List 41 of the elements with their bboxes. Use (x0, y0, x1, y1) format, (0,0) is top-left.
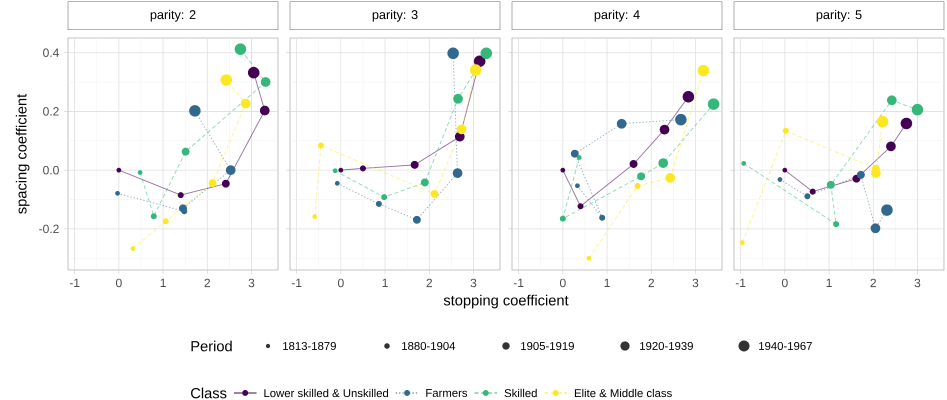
x-tick-label: 1 (604, 278, 610, 287)
x-tick-label: 3 (914, 278, 920, 288)
text: Period (191, 340, 232, 352)
y-tick-label: 0.0 (43, 166, 59, 174)
chart-title: parity: 5 (816, 10, 862, 22)
x-tick-label: -1 (514, 278, 524, 287)
legend-label: 1905-1919 (521, 342, 574, 350)
x-tick-label: 3 (470, 278, 476, 288)
legend-label: 1920-1939 (640, 342, 693, 350)
legend-label: Elite & Middle class (574, 388, 672, 398)
x-tick-label: 1 (160, 278, 166, 287)
legend-label: Skilled (504, 388, 537, 398)
x-tick-label: 0 (338, 278, 344, 288)
y-tick-label: -0.2 (39, 224, 59, 234)
x-tick-label: 2 (870, 278, 876, 288)
x-tick-label: 3 (248, 278, 254, 288)
legend-title: Class (191, 388, 226, 398)
legend-label: 1940-1967 (759, 342, 812, 350)
x-tick-label: -1 (70, 278, 80, 287)
x-tick-label: 2 (426, 278, 432, 288)
legend-label: Farmers (426, 389, 468, 397)
chart-title: parity: 4 (594, 10, 640, 22)
chart-title: parity: 3 (372, 10, 418, 22)
x-tick-label: -1 (292, 278, 302, 287)
x-tick-label: 0 (782, 278, 788, 288)
x-tick-label: 0 (560, 278, 566, 288)
x-axis-title: stopping coefficient (444, 294, 569, 308)
x-tick-label: 2 (648, 278, 654, 288)
legend-label: Lower skilled & Unskilled (264, 388, 388, 398)
chart-title: parity: 2 (150, 10, 196, 22)
x-tick-label: 1 (382, 278, 388, 287)
y-tick-label: 0.2 (43, 107, 59, 116)
legend-label: 1813-1879 (283, 342, 336, 350)
y-axis-title: spacing coefficient (16, 94, 30, 214)
x-tick-label: 2 (204, 278, 210, 288)
y-tick-label: 0.4 (43, 48, 59, 57)
legend-label: 1880-1904 (402, 342, 456, 350)
x-tick-label: 0 (116, 278, 122, 288)
x-tick-label: -1 (736, 278, 746, 287)
x-tick-label: 3 (692, 278, 698, 288)
x-tick-label: 1 (826, 278, 832, 287)
